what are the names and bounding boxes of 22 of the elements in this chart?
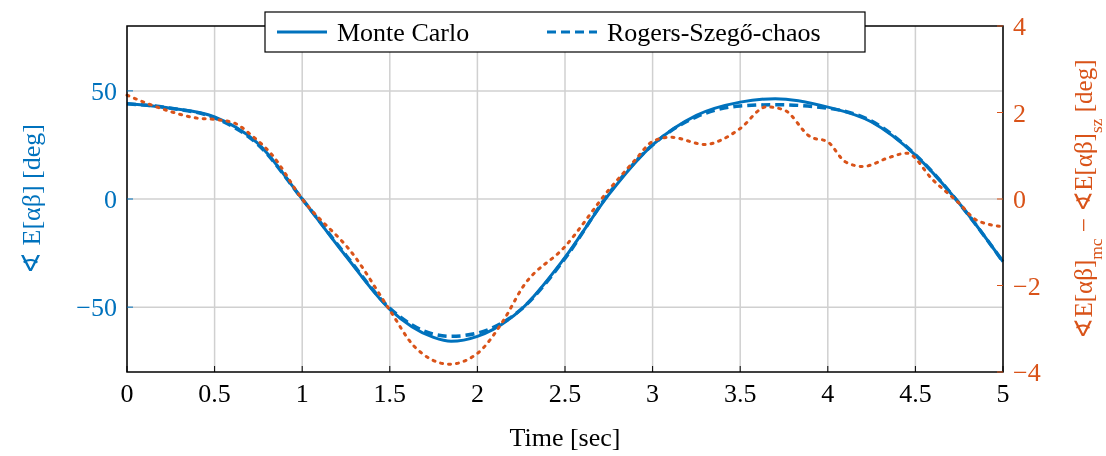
y-axis-title: ∢ E[αβ] [deg] [17, 124, 46, 274]
y2-tick-label: 2 [1013, 98, 1026, 128]
y2-tick-label: −2 [1013, 271, 1041, 301]
x-tick-label: 3 [646, 379, 660, 408]
x-tick-label: 2 [470, 379, 484, 408]
y-tick-label: 50 [91, 76, 117, 106]
x-tick-label: 5 [996, 379, 1010, 408]
x-tick-label: 1.5 [373, 379, 407, 408]
legend-label: Monte Carlo [337, 18, 470, 47]
x-tick-label: 2.5 [548, 379, 582, 408]
x-tick-label: 1 [295, 379, 309, 408]
y2-tick-label: 4 [1013, 12, 1026, 41]
y2-tick-label: −4 [1013, 358, 1041, 387]
x-axis-title: Time [sec] [509, 423, 621, 452]
x-tick-label: 0.5 [198, 379, 231, 408]
y-tick-label: 0 [104, 185, 117, 214]
x-tick-label: 4.5 [899, 379, 932, 408]
y-tick-label: −50 [76, 293, 117, 323]
legend-label: Rogers-Szegő-chaos [607, 18, 821, 47]
x-tick-label: 3.5 [723, 379, 757, 408]
y2-tick-label: 0 [1013, 185, 1026, 214]
x-tick-label: 4 [821, 379, 835, 408]
